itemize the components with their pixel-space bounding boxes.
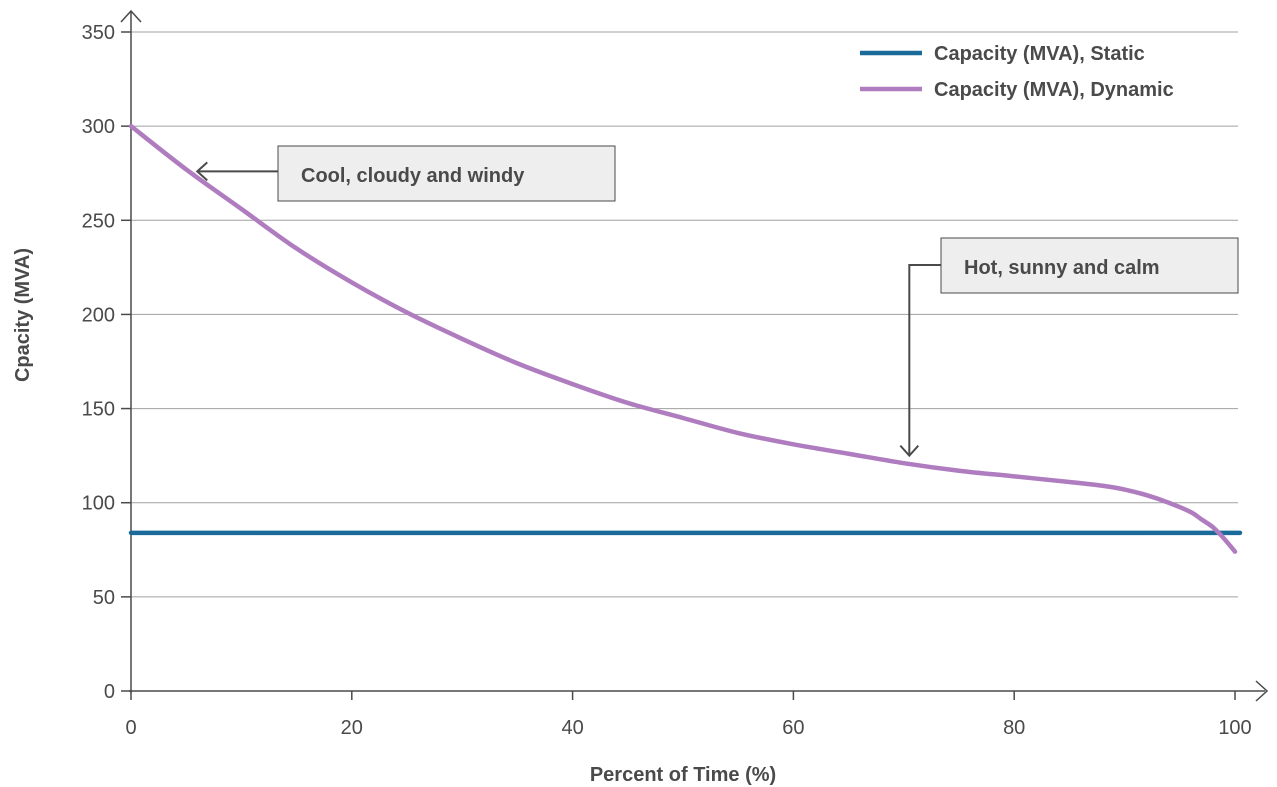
legend-label-static: Capacity (MVA), Static (934, 43, 1145, 65)
y-tick-label: 350 (82, 22, 115, 44)
x-tick-label: 20 (341, 717, 363, 739)
y-axis-arrowhead (120, 9, 142, 23)
y-tick-label: 150 (82, 399, 115, 421)
x-tick-label: 0 (125, 717, 136, 739)
x-axis-title: Percent of Time (%) (590, 764, 776, 786)
annotation-box-cool (277, 145, 616, 202)
y-tick-label: 50 (93, 587, 115, 609)
x-axis-arrowhead (1255, 680, 1269, 702)
y-tick-label: 250 (82, 210, 115, 232)
series-line-dynamic (128, 123, 1238, 554)
annotation-label-hot: Hot, sunny and calm (964, 257, 1160, 279)
y-tick-label: 300 (82, 116, 115, 138)
axes (120, 9, 1269, 702)
series-lines (128, 123, 1243, 554)
x-tick-label: 40 (561, 717, 583, 739)
x-tick-label: 60 (782, 717, 804, 739)
annotation-label-cool: Cool, cloudy and windy (301, 165, 525, 187)
tick-labels: 0 50 100 150 200 250 300 350 0 20 40 60 80 100 (82, 22, 1252, 739)
y-axis-title: Cpacity (MVA) (12, 248, 34, 382)
annotation-arrowhead-cool (195, 161, 208, 182)
annotation-arrow-hot (908, 264, 941, 456)
x-tick-label: 80 (1003, 717, 1025, 739)
x-tick-label: 100 (1218, 717, 1251, 739)
legend-label-dynamic: Capacity (MVA), Dynamic (934, 79, 1174, 101)
annotation-arrowhead-hot (899, 444, 920, 458)
legend: Capacity (MVA), Static Capacity (MVA), Dy… (860, 43, 1174, 101)
grid-lines (131, 31, 1238, 598)
y-tick-label: 0 (104, 681, 115, 703)
y-tick-label: 100 (82, 493, 115, 515)
y-tick-label: 200 (82, 304, 115, 326)
annotations: Cool, cloudy and windy Hot, sunny and cal… (195, 145, 1239, 458)
